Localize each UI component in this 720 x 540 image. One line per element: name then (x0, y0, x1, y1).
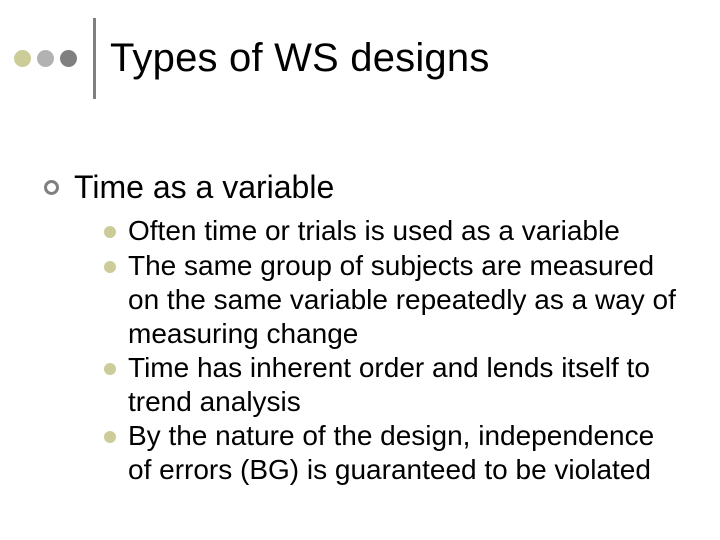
title-row: Types of WS designs (0, 36, 720, 81)
body-heading: Time as a variable (74, 168, 334, 206)
ring-icon (44, 180, 59, 195)
slide-body: Time as a variable Often time or trials … (42, 168, 680, 488)
list-item: Time has inherent order and lends itself… (104, 351, 680, 419)
body-heading-row: Time as a variable (42, 168, 680, 206)
list-item: By the nature of the design, independenc… (104, 419, 680, 487)
list-item-text: By the nature of the design, independenc… (128, 419, 680, 487)
slide-title: Types of WS designs (110, 36, 490, 81)
decor-dot-2 (37, 50, 54, 67)
list-item: The same group of subjects are measured … (104, 249, 680, 351)
slide: Types of WS designs Time as a variable O… (0, 0, 720, 540)
dot-bullet-icon (104, 226, 116, 238)
list-item: Often time or trials is used as a variab… (104, 214, 680, 248)
list-item-text: Time has inherent order and lends itself… (128, 351, 680, 419)
title-divider (93, 18, 96, 99)
decor-dot-3 (60, 50, 77, 67)
dot-bullet-icon (104, 363, 116, 375)
list-item-text: Often time or trials is used as a variab… (128, 214, 620, 248)
ring-bullet-icon (42, 178, 60, 196)
dot-bullet-icon (104, 261, 116, 273)
dot-bullet-icon (104, 431, 116, 443)
list-item-text: The same group of subjects are measured … (128, 249, 680, 351)
decor-dot-1 (14, 50, 31, 67)
body-points: Often time or trials is used as a variab… (104, 214, 680, 487)
decor-dots (14, 50, 77, 67)
